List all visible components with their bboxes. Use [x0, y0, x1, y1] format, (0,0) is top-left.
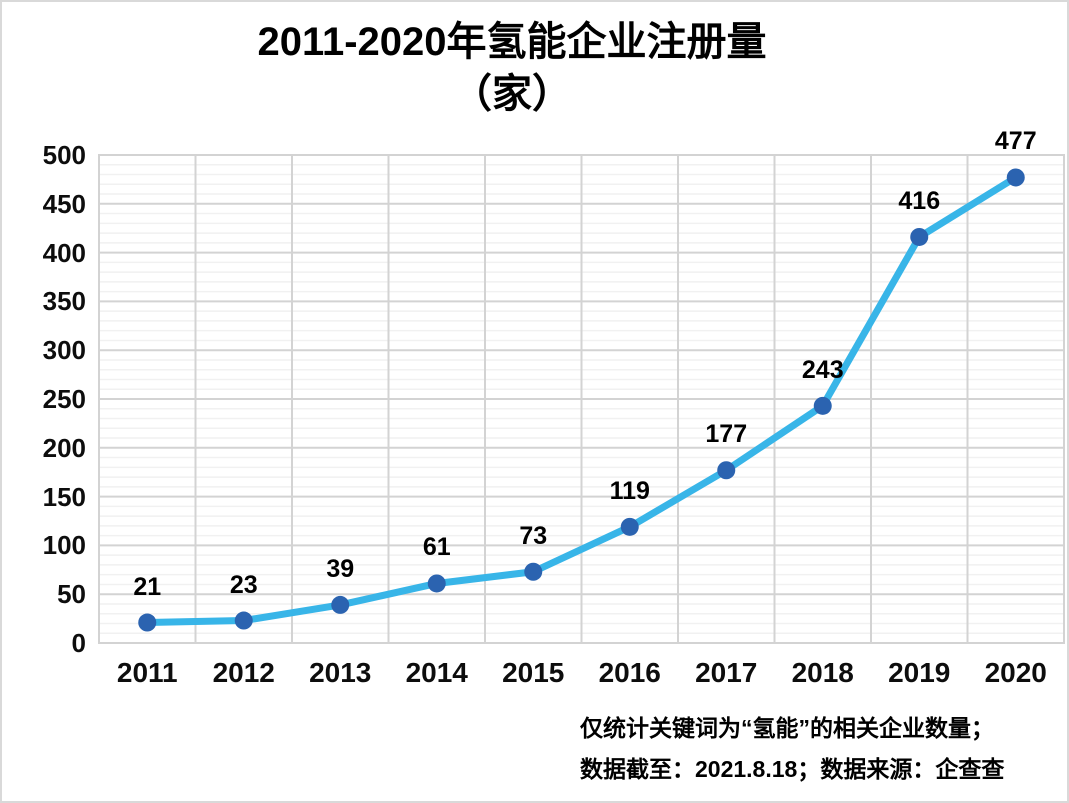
- x-axis-tick-label: 2018: [791, 657, 854, 688]
- data-point-label: 119: [609, 476, 650, 505]
- data-point-label: 73: [519, 521, 548, 550]
- x-axis-tick-label: 2016: [598, 657, 661, 688]
- y-axis-tick-label: 0: [71, 628, 86, 658]
- y-axis-tick-label: 250: [42, 384, 86, 414]
- x-axis-tick-label: 2020: [984, 657, 1047, 688]
- data-point-label: 39: [326, 554, 355, 583]
- footnote: 仅统计关键词为“氢能”的相关企业数量； 数据截至：2021.8.18；数据来源：…: [580, 708, 1004, 790]
- y-axis-tick-label: 50: [57, 579, 86, 610]
- x-axis-tick-label: 2013: [309, 657, 372, 688]
- data-point-marker: [620, 517, 639, 536]
- data-point-marker: [524, 562, 543, 581]
- x-axis-tick-label: 2019: [888, 657, 951, 688]
- data-point-marker: [331, 595, 350, 614]
- data-point-label: 477: [994, 127, 1037, 156]
- data-point-marker: [813, 396, 832, 415]
- x-axis-tick-label: 2011: [116, 657, 178, 688]
- chart-title: 2011-2020年氢能企业注册量 （家）: [2, 16, 1022, 120]
- y-axis-tick-label: 300: [42, 335, 86, 366]
- y-axis-tick-label: 450: [42, 188, 86, 219]
- x-axis-tick-label: 2012: [212, 657, 275, 688]
- y-axis-tick-label: 100: [42, 530, 86, 561]
- footnote-line1: 仅统计关键词为“氢能”的相关企业数量；: [580, 715, 994, 741]
- y-axis-tick-label: 150: [42, 481, 86, 512]
- data-point-label: 416: [898, 186, 941, 215]
- y-axis-tick-label: 200: [42, 432, 86, 463]
- data-point-marker: [910, 227, 929, 246]
- data-point-label: 243: [801, 355, 844, 384]
- data-point-label: 23: [229, 570, 258, 599]
- data-point-label: 177: [705, 420, 748, 449]
- series-line: [143, 173, 1020, 627]
- footnote-line2: 数据截至：2021.8.18；数据来源：企查查: [580, 756, 1005, 782]
- y-axis-tick-label: 500: [42, 140, 86, 170]
- chart-title-line2: （家）: [452, 72, 572, 116]
- x-axis-tick-label: 2017: [695, 657, 758, 688]
- data-point-marker: [1006, 168, 1025, 187]
- x-axis-tick-label: 2015: [502, 657, 565, 688]
- data-point-marker: [138, 613, 157, 632]
- x-axis-tick-label: 2014: [405, 657, 468, 688]
- data-point-label: 21: [133, 572, 162, 601]
- data-point-label: 61: [422, 533, 451, 562]
- y-axis-tick-label: 400: [42, 237, 86, 268]
- data-point-marker: [234, 611, 253, 630]
- data-point-marker: [717, 461, 736, 480]
- y-axis-tick-label: 350: [42, 286, 86, 317]
- data-point-marker: [427, 574, 446, 593]
- chart-title-line1: 2011-2020年氢能企业注册量: [257, 20, 767, 64]
- plot-area-border: [98, 154, 1065, 644]
